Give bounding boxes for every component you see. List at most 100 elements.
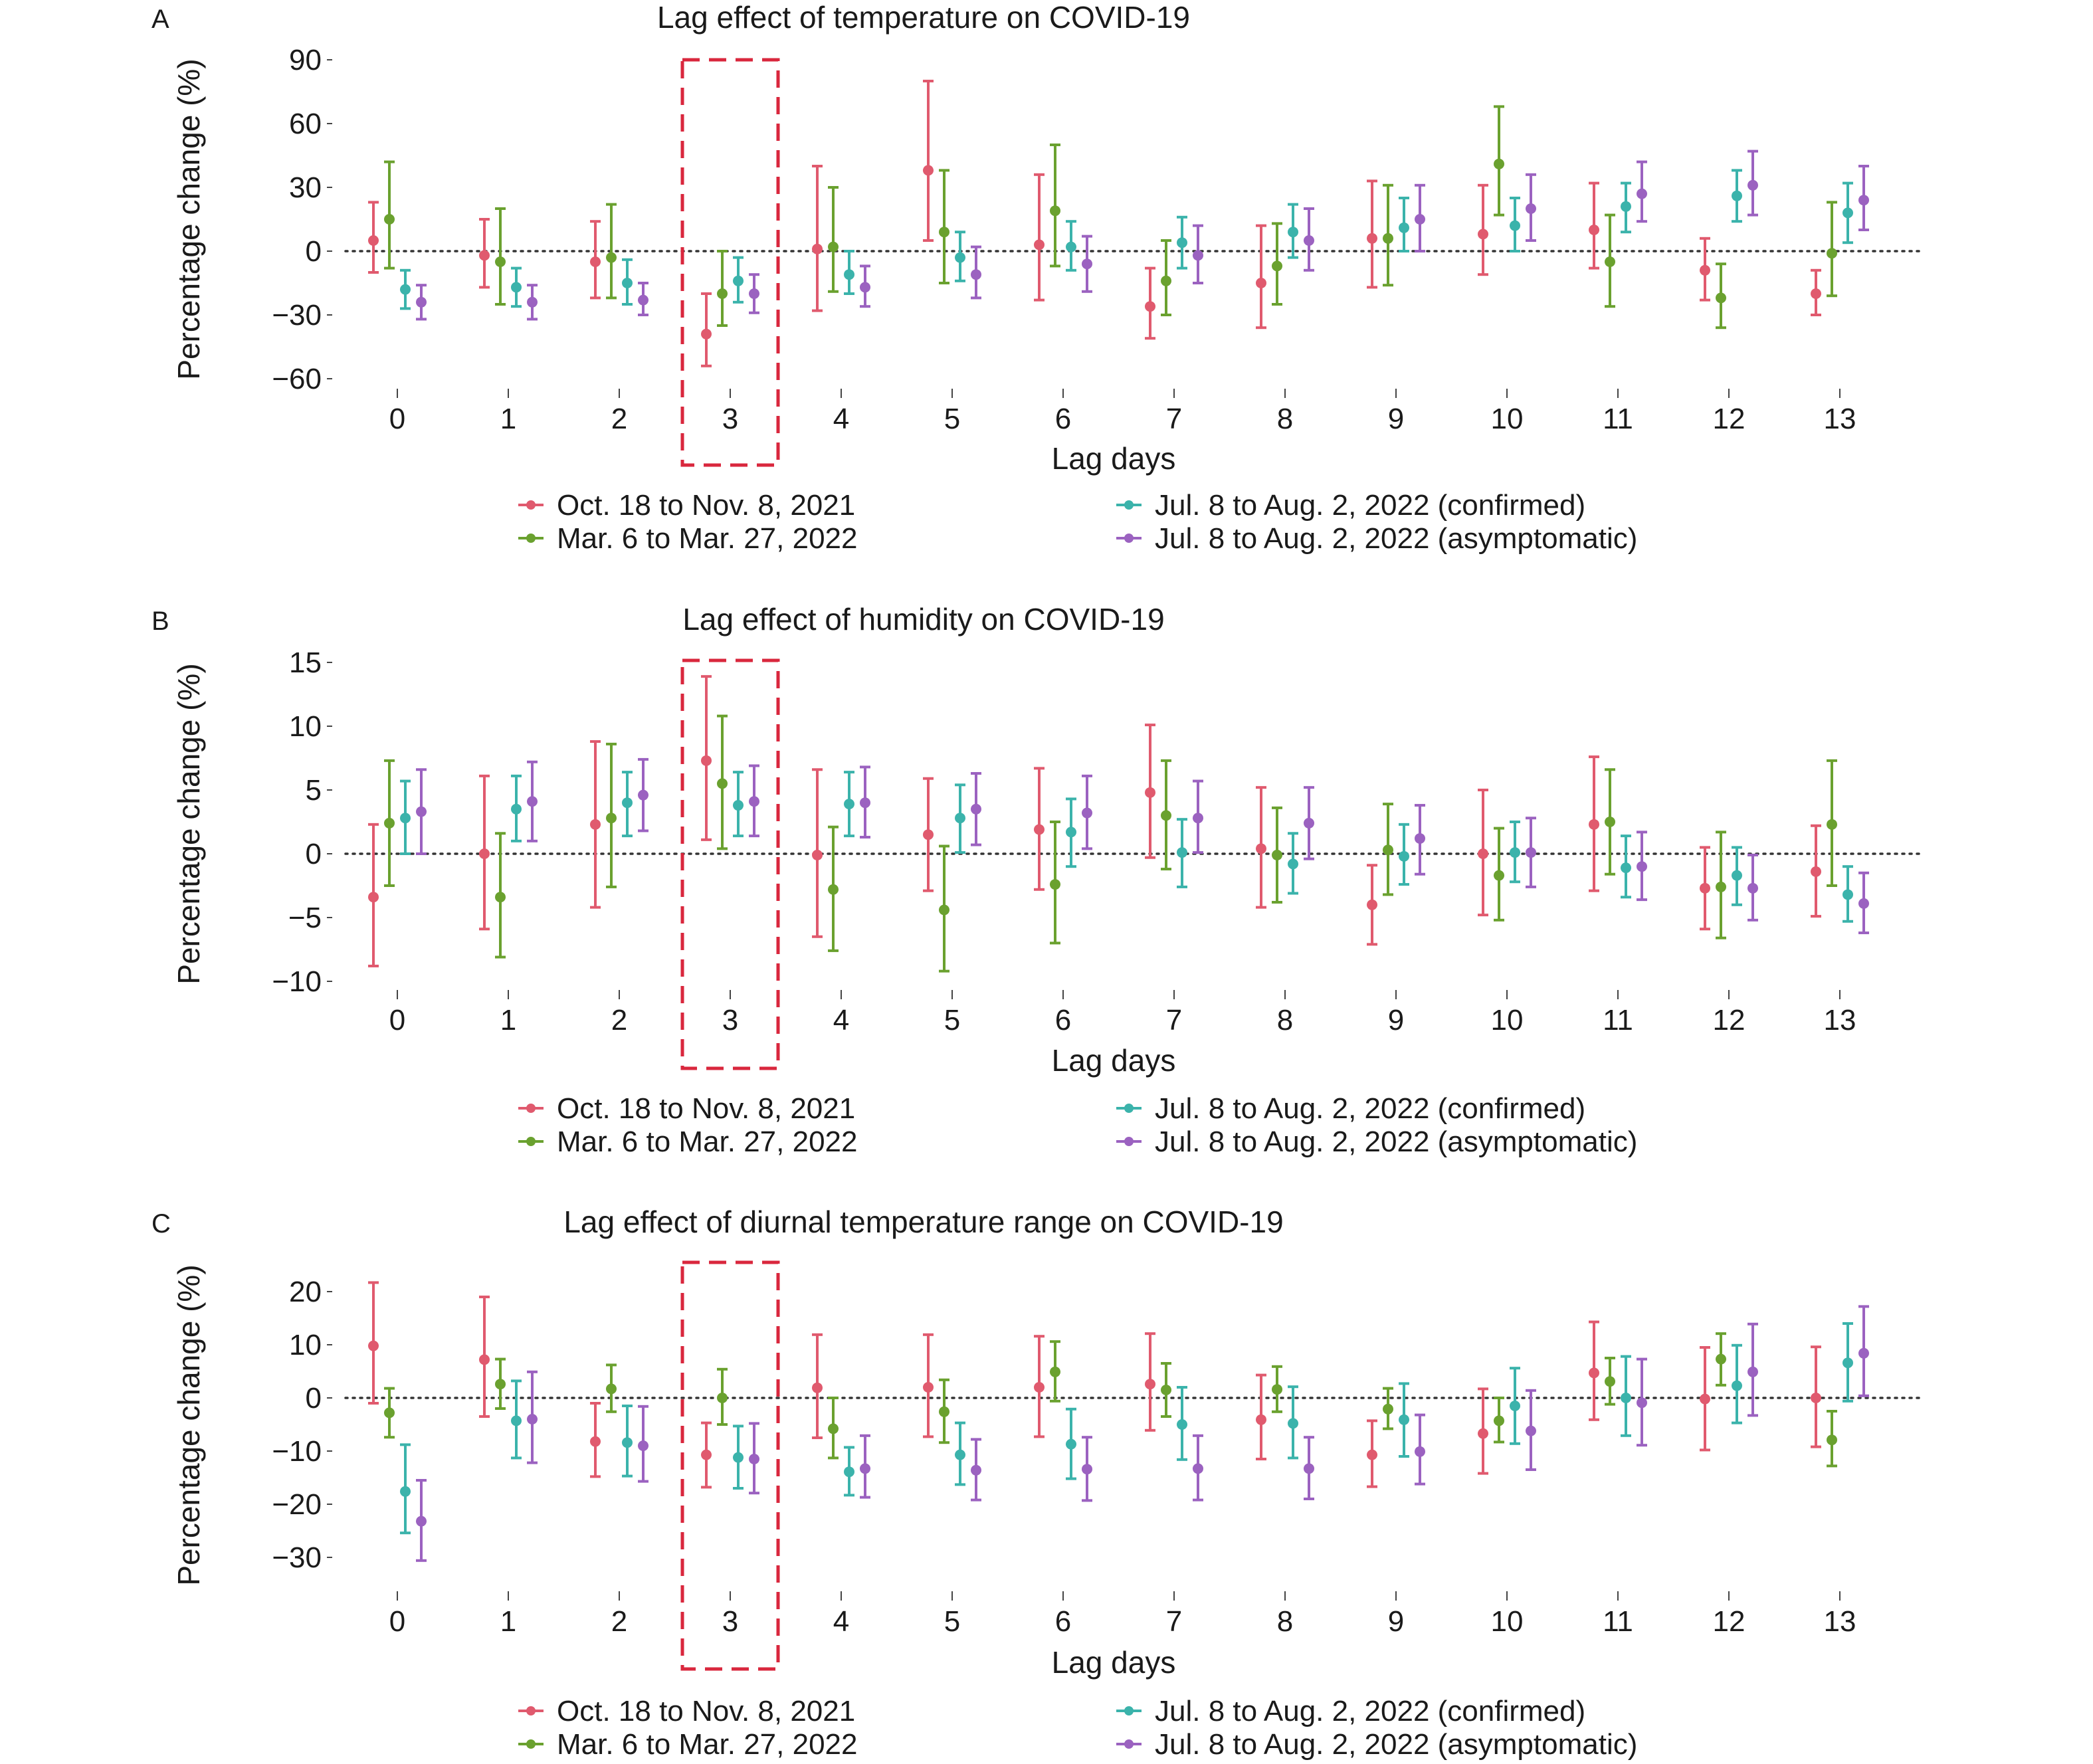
series-jul2022_asymptomatic xyxy=(416,149,1869,321)
data-point xyxy=(1510,847,1520,858)
x-tick-label: 9 xyxy=(1388,1004,1404,1036)
data-point xyxy=(1716,1353,1726,1365)
x-tick-label: 1 xyxy=(500,403,516,435)
data-point xyxy=(606,813,617,824)
data-point xyxy=(590,819,601,830)
data-point xyxy=(1478,229,1488,240)
data-point xyxy=(1288,1418,1298,1429)
data-point xyxy=(1637,188,1647,199)
legend-swatch-dot xyxy=(526,500,536,510)
data-point xyxy=(1732,870,1742,881)
x-tick-label: 6 xyxy=(1055,1605,1071,1638)
data-point xyxy=(1510,220,1520,231)
data-point xyxy=(1034,239,1045,250)
y-tick-label: −10 xyxy=(272,965,322,998)
data-point xyxy=(939,904,949,916)
x-tick-label: 7 xyxy=(1166,403,1182,435)
data-point xyxy=(1145,787,1155,798)
data-point xyxy=(638,789,648,801)
data-point xyxy=(1256,278,1266,288)
legend-label: Mar. 6 to Mar. 27, 2022 xyxy=(557,1126,857,1158)
data-point xyxy=(1858,898,1869,909)
legend-label: Jul. 8 to Aug. 2, 2022 (confirmed) xyxy=(1155,1092,1585,1125)
data-point xyxy=(1747,882,1758,894)
data-point xyxy=(1161,275,1171,286)
data-point xyxy=(1415,833,1425,844)
data-point xyxy=(1272,260,1282,272)
data-point xyxy=(495,1379,506,1390)
data-point xyxy=(1304,817,1314,829)
data-point xyxy=(1747,1366,1758,1377)
x-tick-label: 3 xyxy=(722,403,738,435)
x-tick-label: 5 xyxy=(944,1004,960,1036)
y-tick-label: 15 xyxy=(289,646,322,679)
data-point xyxy=(1843,889,1853,900)
data-point xyxy=(1288,858,1298,870)
data-point xyxy=(1272,1384,1282,1395)
data-point xyxy=(368,892,379,903)
data-point xyxy=(717,1393,728,1403)
data-point xyxy=(527,796,538,807)
data-point xyxy=(527,1414,538,1424)
data-point xyxy=(923,1382,934,1393)
x-tick-label: 11 xyxy=(1603,1004,1633,1036)
x-tick-label: 9 xyxy=(1388,1605,1404,1638)
data-point xyxy=(479,250,490,261)
data-point xyxy=(1415,214,1425,225)
data-point xyxy=(844,1466,854,1478)
x-tick-label: 13 xyxy=(1824,403,1856,435)
data-point xyxy=(1700,264,1710,276)
x-tick-label: 2 xyxy=(611,403,627,435)
data-point xyxy=(511,1415,522,1426)
data-point xyxy=(955,1449,965,1460)
y-tick-label: 0 xyxy=(306,838,322,870)
y-tick-label: −30 xyxy=(272,1541,322,1574)
data-point xyxy=(971,1464,981,1476)
data-point xyxy=(1066,827,1076,838)
y-tick-label: 10 xyxy=(289,1329,322,1361)
series-oct2021 xyxy=(368,80,1821,367)
data-point xyxy=(1193,813,1203,824)
data-point xyxy=(1858,195,1869,206)
data-point xyxy=(955,813,965,824)
data-point xyxy=(606,1383,617,1395)
data-point xyxy=(1858,1347,1869,1359)
data-point xyxy=(1177,237,1187,248)
x-tick-label: 0 xyxy=(389,403,405,435)
legend-swatch-dot xyxy=(526,1104,536,1113)
legend-swatch-dot xyxy=(1124,534,1134,543)
x-tick-label: 6 xyxy=(1055,1004,1071,1036)
data-point xyxy=(622,278,633,288)
x-tick-label: 7 xyxy=(1166,1605,1182,1638)
x-tick-label: 3 xyxy=(722,1605,738,1638)
data-point xyxy=(1827,819,1837,830)
legend-label: Jul. 8 to Aug. 2, 2022 (confirmed) xyxy=(1155,489,1585,522)
series-jul2022_confirmed xyxy=(400,169,1853,310)
data-point xyxy=(1050,1366,1060,1377)
legend-label: Mar. 6 to Mar. 27, 2022 xyxy=(557,1728,857,1761)
data-point xyxy=(1589,1367,1599,1379)
data-point xyxy=(638,1440,648,1451)
data-point xyxy=(971,269,981,280)
x-tick-label: 4 xyxy=(833,1004,849,1036)
y-tick-label: −20 xyxy=(272,1488,322,1521)
data-point xyxy=(749,288,759,299)
legend-swatch-dot xyxy=(1124,1706,1134,1715)
legend-label: Oct. 18 to Nov. 8, 2021 xyxy=(557,489,855,522)
x-tick-label: 5 xyxy=(944,403,960,435)
x-tick-label: 10 xyxy=(1491,1004,1524,1036)
data-point xyxy=(1177,847,1187,858)
data-point xyxy=(717,288,728,299)
data-point xyxy=(1827,1434,1837,1446)
data-point xyxy=(701,328,712,340)
x-tick-label: 11 xyxy=(1603,1605,1633,1638)
data-point xyxy=(1732,190,1742,201)
legend-label: Jul. 8 to Aug. 2, 2022 (asymptomatic) xyxy=(1155,1728,1637,1761)
data-point xyxy=(511,803,522,815)
x-axis-title: Lag days xyxy=(1052,441,1176,476)
data-point xyxy=(860,797,870,809)
x-tick-label: 12 xyxy=(1713,1605,1745,1638)
panel-title: Lag effect of temperature on COVID-19 xyxy=(657,0,1190,35)
